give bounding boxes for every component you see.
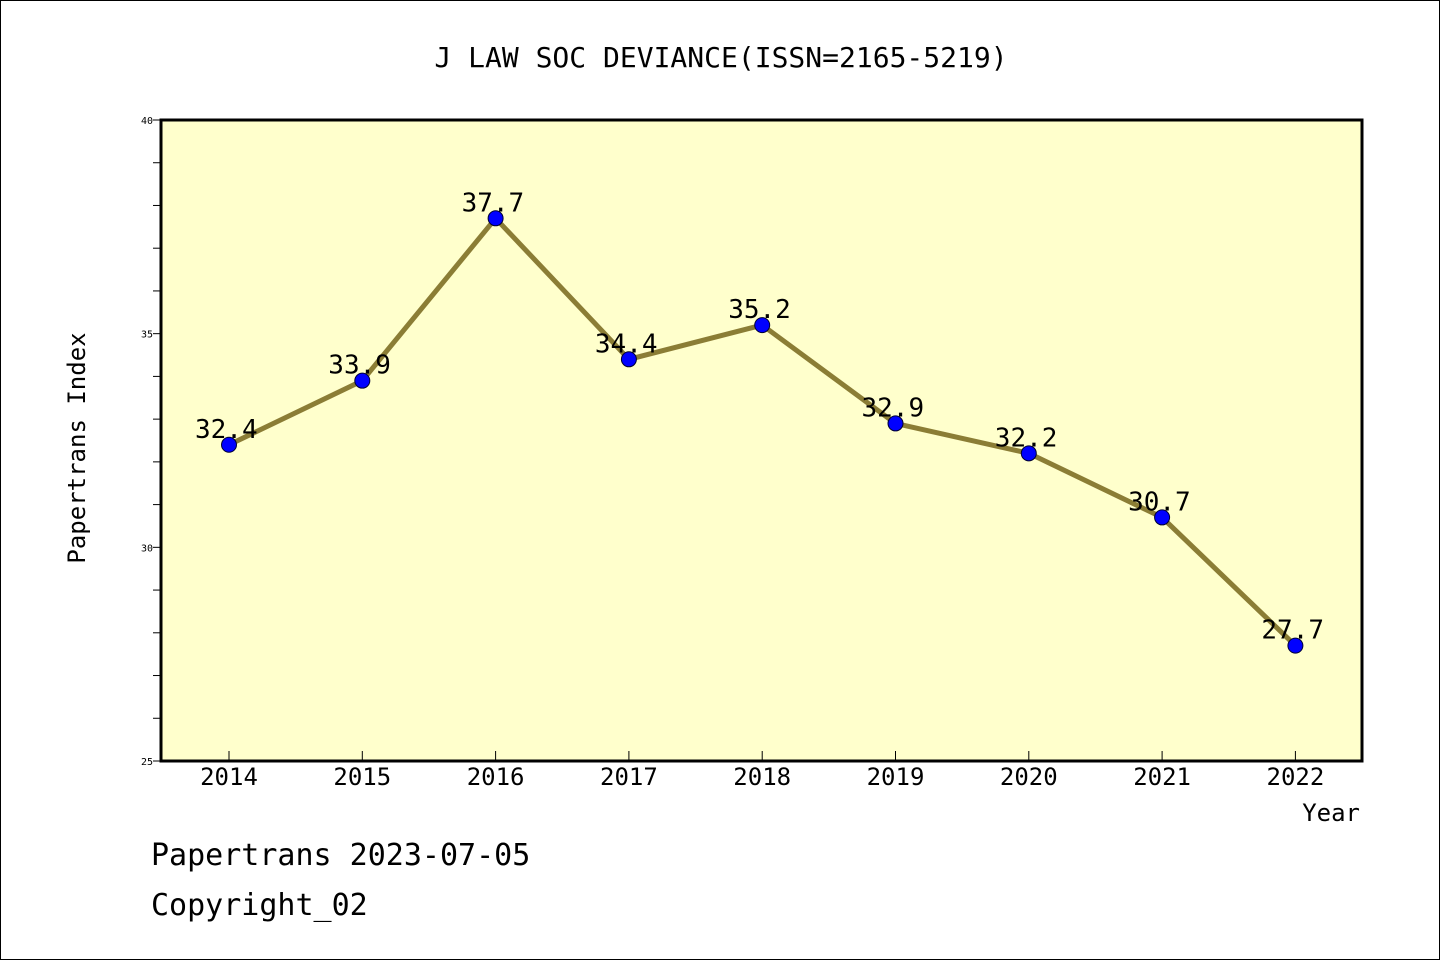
- data-label: 34.4: [595, 329, 658, 359]
- y-axis-label: Papertrans Index: [63, 332, 91, 563]
- footer-copyright: Copyright_02: [151, 888, 368, 923]
- y-tick-label: 40: [141, 116, 153, 127]
- x-axis-label: Year: [1302, 799, 1360, 827]
- data-point: [754, 317, 771, 334]
- data-point: [1020, 445, 1037, 462]
- data-point: [354, 372, 371, 389]
- x-tick-label: 2020: [1000, 763, 1058, 791]
- data-points: [221, 210, 1304, 654]
- plot-area: [159, 118, 1364, 763]
- data-point: [1287, 637, 1304, 654]
- y-tick-label: 30: [141, 543, 153, 554]
- x-tick-label: 2019: [867, 763, 925, 791]
- data-point: [487, 210, 504, 227]
- data-labels: 32.4 33.9 37.7 34.4 35.2 32.9 32.2 30.7 27.7: [195, 188, 1324, 645]
- x-tick-label: 2018: [733, 763, 791, 791]
- x-tick-label: 2017: [600, 763, 658, 791]
- data-point: [887, 415, 904, 432]
- data-point: [221, 436, 237, 453]
- y-axis-ticks: 25 30 35 40: [141, 116, 153, 768]
- x-tick-label: 2021: [1133, 763, 1191, 791]
- data-point: [620, 351, 637, 368]
- data-label: 33.9: [328, 351, 391, 381]
- y-tick-label: 35: [141, 330, 153, 341]
- x-axis-ticks: 2014 2015 2016 2017 2018 2019 2020 2021 2022: [200, 751, 1324, 791]
- y-tick-label: 25: [141, 757, 153, 768]
- x-tick-label: 2014: [200, 763, 258, 791]
- data-label: 37.7: [462, 188, 525, 218]
- y-minor-ticks: [153, 119, 161, 762]
- data-point: [1154, 509, 1171, 526]
- data-label: 27.7: [1261, 616, 1324, 646]
- data-label: 32.4: [195, 415, 258, 445]
- x-tick-label: 2022: [1267, 763, 1325, 791]
- x-tick-label: 2016: [467, 763, 525, 791]
- footer-date: Papertrans 2023-07-05: [151, 838, 530, 873]
- data-label: 32.9: [862, 393, 925, 423]
- data-label: 35.2: [728, 295, 791, 325]
- chart-title: J LAW SOC DEVIANCE(ISSN=2165-5219): [434, 41, 1007, 74]
- data-label: 30.7: [1128, 487, 1191, 517]
- x-tick-label: 2015: [333, 763, 391, 791]
- data-label: 32.2: [995, 423, 1058, 453]
